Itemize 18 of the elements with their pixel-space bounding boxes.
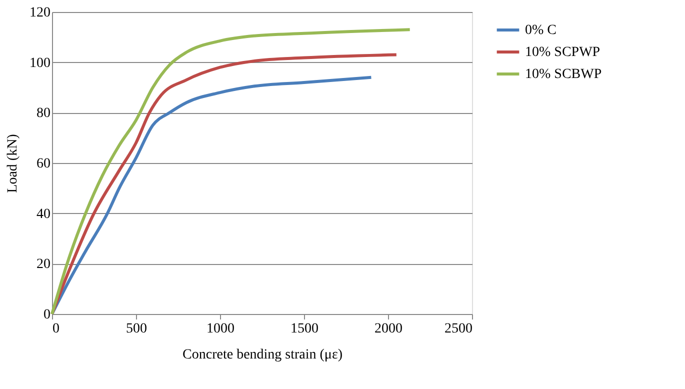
y-tick-label: 40 [36,206,50,222]
y-tick-label: 80 [36,106,50,122]
line-series [50,76,373,316]
x-tick-label: 1000 [206,322,234,336]
x-tick-label: 2500 [444,322,472,336]
legend-label: 10% SCPWP [525,45,600,60]
y-tick-label: 100 [30,56,50,71]
x-tick-label: 1500 [290,322,318,336]
legend-label: 10% SCBWP [525,67,602,82]
y-tick-label: 0 [44,308,50,322]
y-tick-label: 120 [30,6,50,20]
x-tick-label: 500 [126,322,147,336]
y-tick-label: 60 [36,156,50,172]
y-tick-label: 20 [36,257,50,272]
x-axis-title: Concrete bending strain (με) [182,348,343,362]
y-axis-title: Load (kN) [6,134,20,193]
x-tick-label: 2000 [374,322,402,336]
legend-label: 0% C [525,23,556,38]
